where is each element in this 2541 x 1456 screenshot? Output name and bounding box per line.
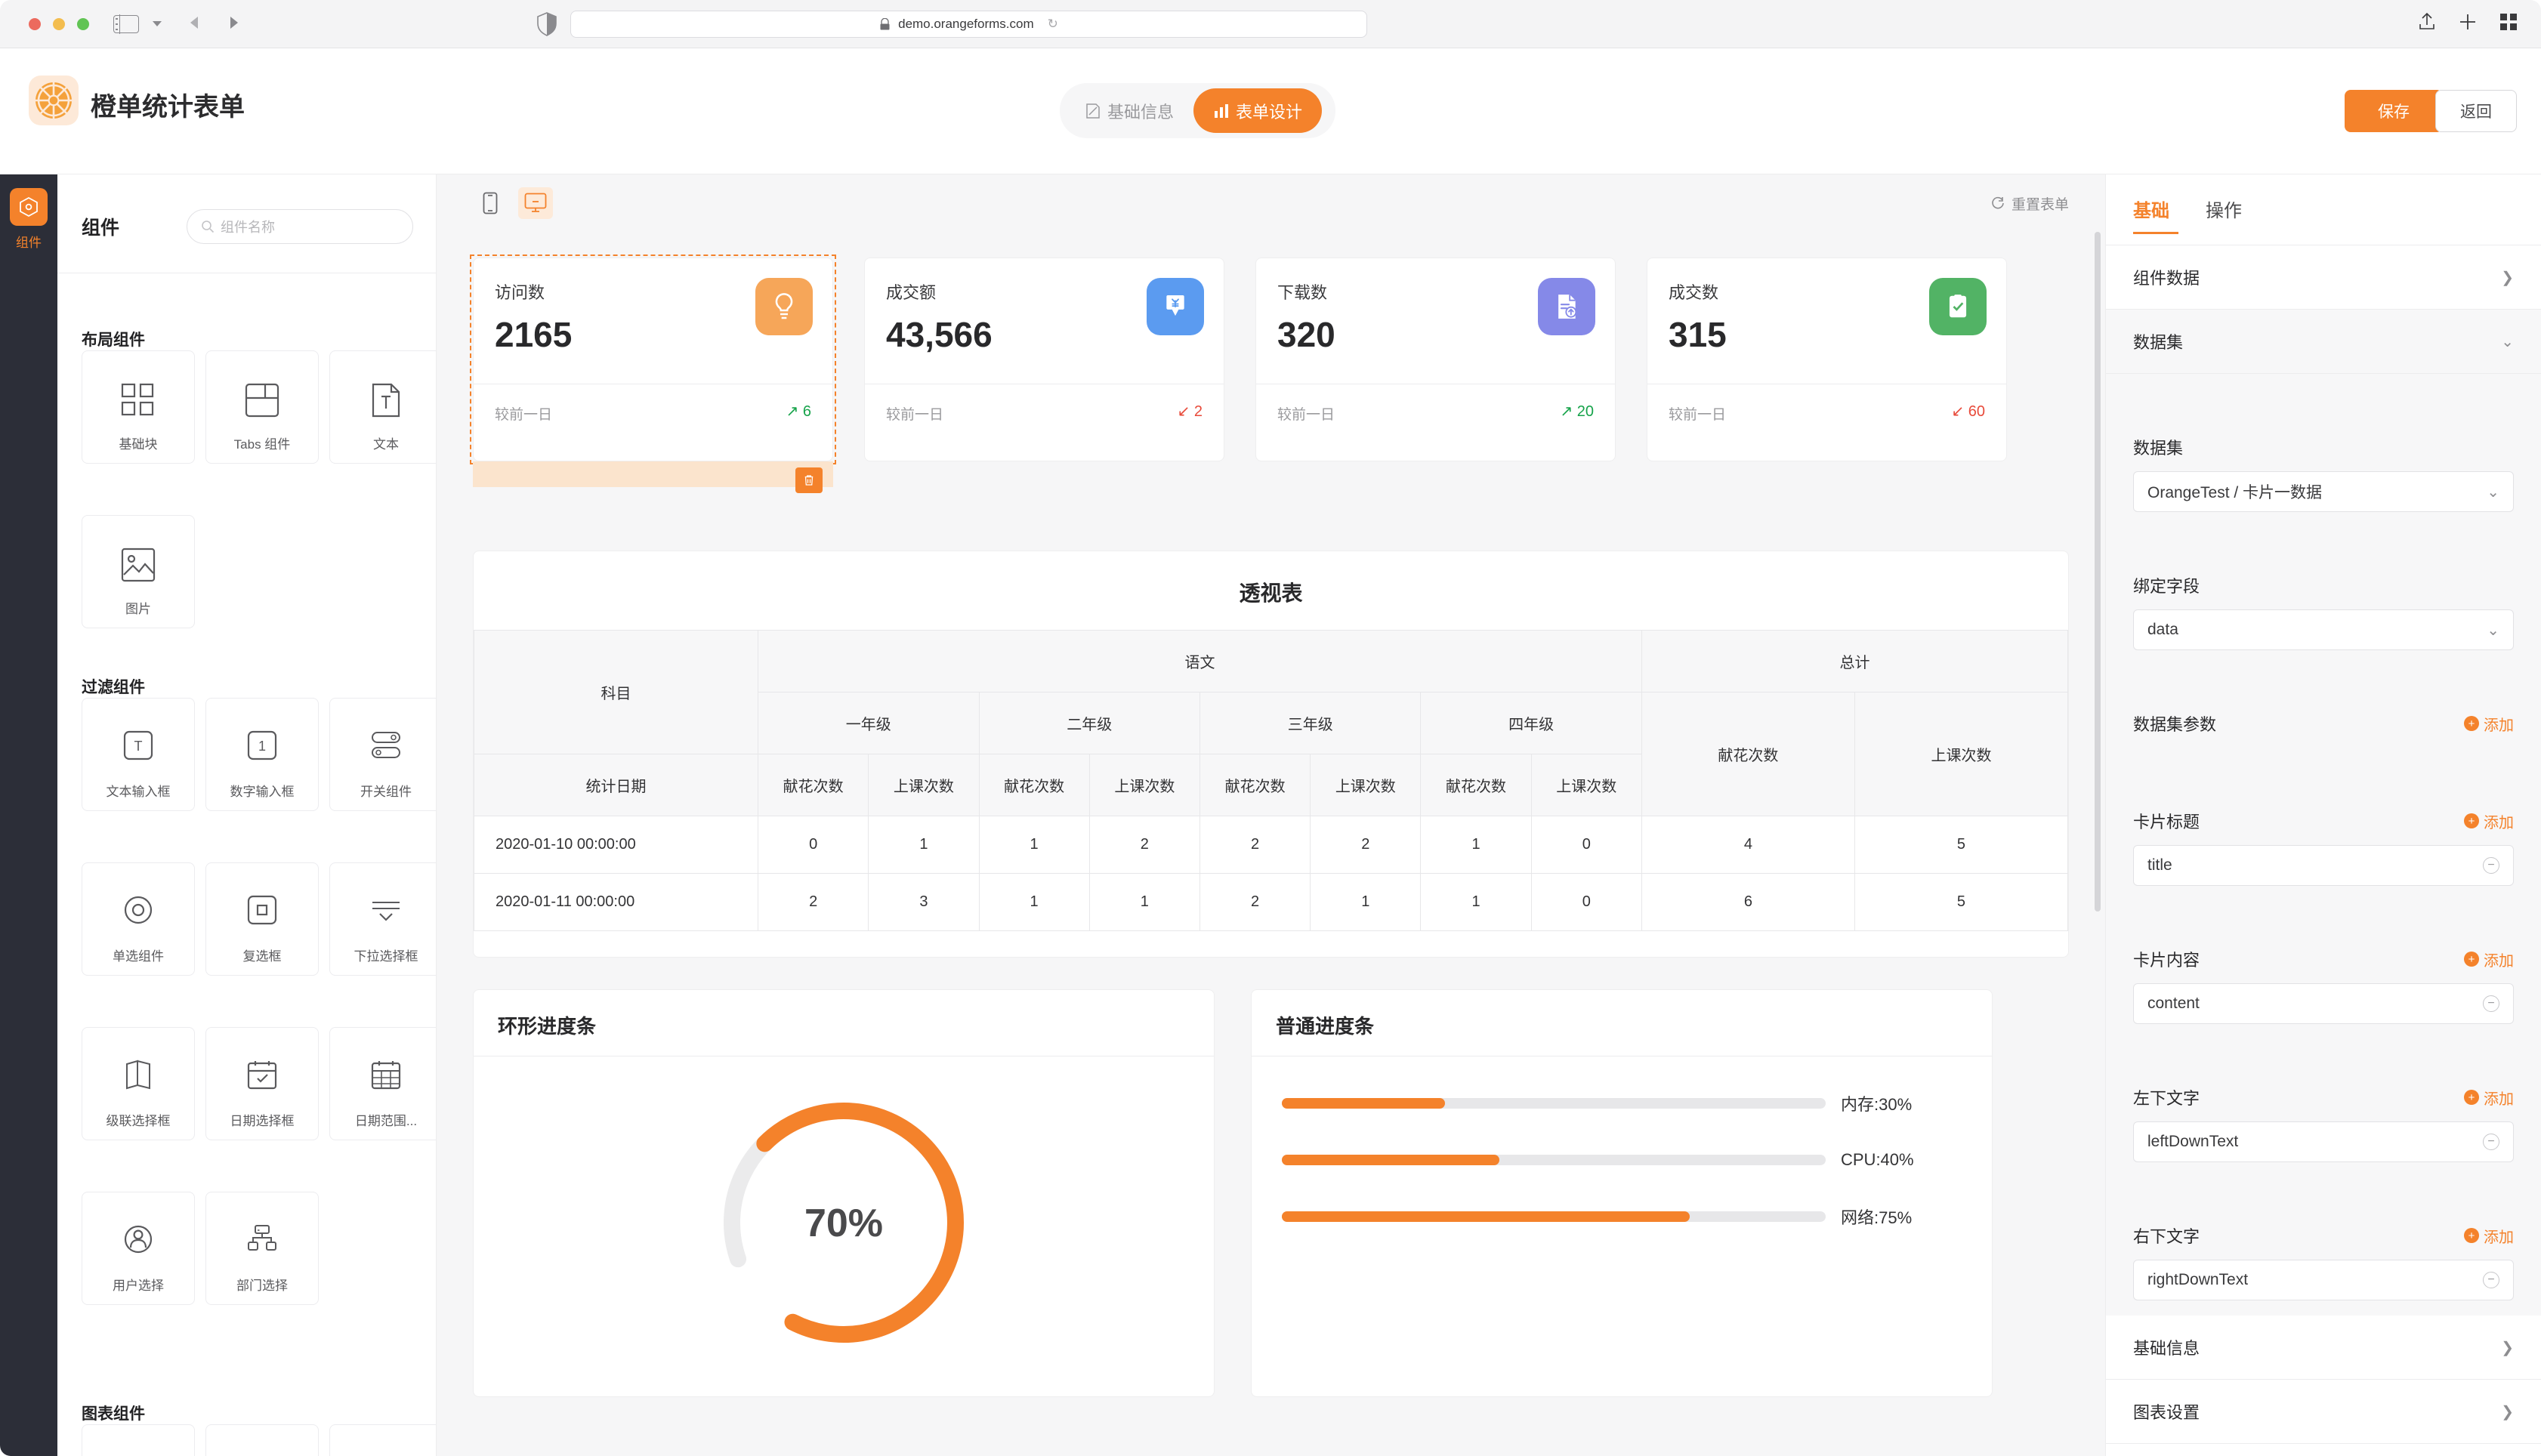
svg-text:70%: 70% <box>804 1202 883 1245</box>
svg-text:1: 1 <box>258 739 266 754</box>
svg-text:T: T <box>134 739 143 754</box>
